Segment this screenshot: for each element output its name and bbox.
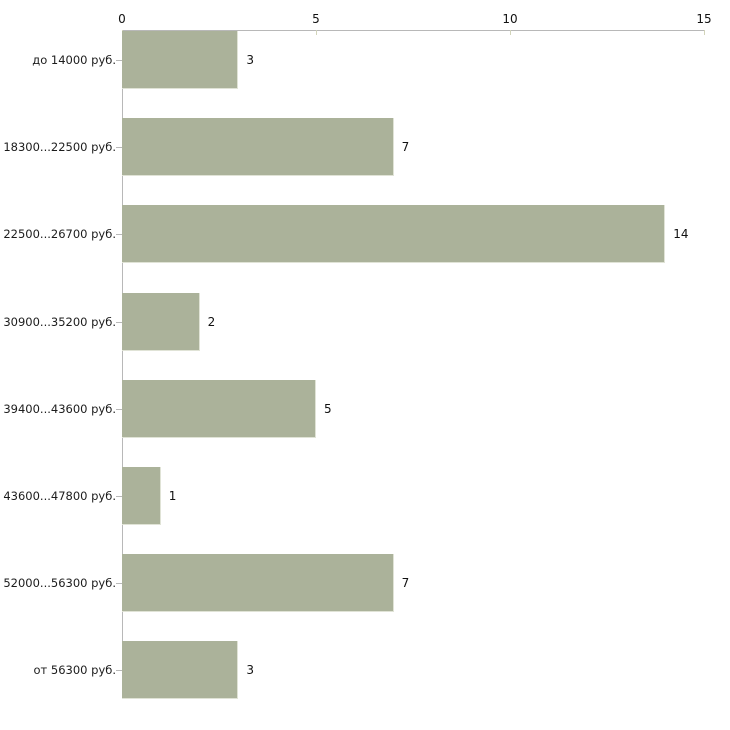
category-label: 43600...47800 руб. (3, 489, 116, 503)
category-tick-mark (116, 670, 122, 672)
bar-value-label: 2 (207, 314, 216, 329)
category-label: 18300...22500 руб. (3, 140, 116, 155)
category-tick-mark (116, 60, 122, 61)
bar (122, 379, 316, 438)
bar-value-label: 3 (246, 53, 255, 67)
category-tick-mark (116, 234, 122, 236)
bar-value-label: 7 (401, 140, 410, 155)
x-axis-tick-mark (510, 30, 511, 35)
bar (122, 641, 239, 700)
x-axis-tick-label: 5 (312, 12, 320, 26)
y-axis-line (122, 30, 123, 699)
bar (122, 292, 200, 351)
category-tick-mark (116, 147, 122, 149)
category-label: 52000...56300 руб. (3, 576, 116, 591)
x-axis-tick-label: 15 (696, 12, 712, 26)
category-tick-mark (116, 321, 122, 323)
bar (122, 118, 394, 177)
category-label: от 56300 руб. (33, 663, 116, 678)
category-tick-mark (116, 408, 122, 410)
category-tick-mark (116, 496, 122, 497)
category-label: до 14000 руб. (32, 53, 116, 67)
bar-value-label: 14 (673, 227, 689, 242)
category-label: 22500...26700 руб. (3, 227, 116, 242)
category-label: 30900...35200 руб. (3, 314, 116, 329)
x-axis-tick-label: 10 (502, 12, 518, 26)
bar-value-label: 7 (401, 576, 410, 591)
x-axis-tick-mark (316, 30, 317, 35)
x-axis-line (122, 30, 705, 31)
bar (122, 554, 394, 613)
x-axis-tick-mark (704, 30, 705, 35)
category-label: 39400...43600 руб. (3, 401, 116, 416)
bar-value-label: 5 (324, 401, 332, 416)
bar (122, 467, 161, 525)
bar (122, 205, 666, 264)
x-axis-tick-label: 0 (118, 12, 126, 26)
bar (122, 31, 239, 89)
category-tick-mark (116, 583, 122, 585)
bar-value-label: 1 (168, 489, 177, 503)
bar-value-label: 3 (246, 663, 255, 678)
